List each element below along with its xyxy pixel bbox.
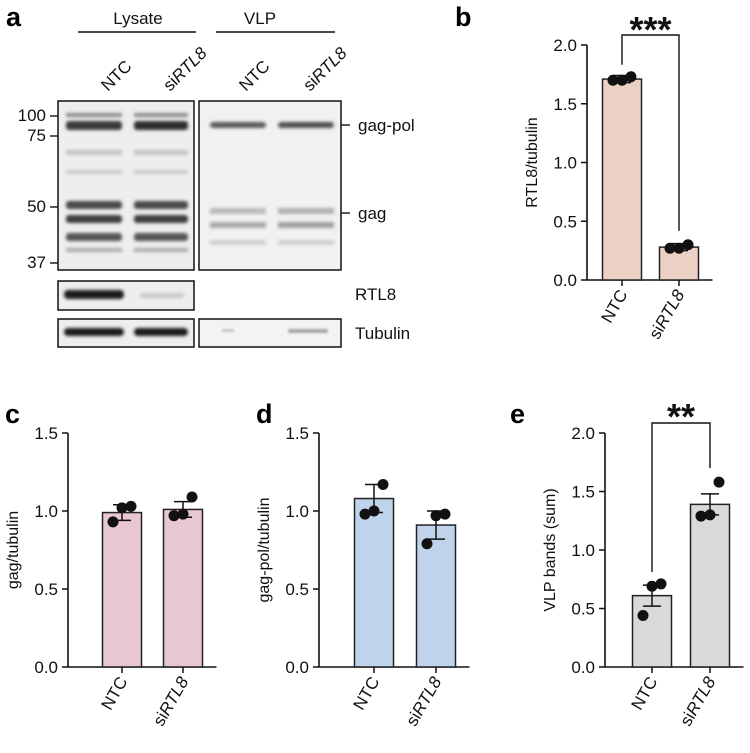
y-tick-label: 2.0 [571, 424, 595, 443]
lane-label-3: NTC [235, 57, 273, 95]
chart-panel-b: 0.0 0.5 1.0 1.5 2.0 RTL8/tubulin NTC siRTL8 *** [524, 9, 713, 342]
band-label-tubulin: Tubulin [355, 324, 410, 343]
y-tick-label: 2.0 [553, 36, 577, 55]
y-tick-label: 0.5 [285, 580, 309, 599]
y-tick-label: 1.5 [285, 424, 309, 443]
marker-100: 100 [18, 106, 46, 125]
data-point [646, 580, 658, 592]
y-tick-label: 0.0 [553, 271, 577, 290]
data-point [168, 510, 180, 522]
band-labels: gag-pol gag RTL8 Tubulin [341, 116, 415, 343]
blot-lysate-main [57, 100, 195, 271]
y-tick-label: 1.5 [34, 424, 58, 443]
lane-label-1: NTC [97, 57, 135, 95]
y-tick-label: 0.5 [571, 600, 595, 619]
y-tick-label: 1.5 [571, 483, 595, 502]
band-label-gag-pol: gag-pol [358, 116, 415, 135]
y-axis-title: VLP bands (sum) [542, 488, 559, 611]
data-point [673, 242, 685, 254]
y-tick-label: 1.5 [553, 95, 577, 114]
blot-vlp-main [198, 100, 342, 271]
data-point [695, 510, 707, 522]
chart-panel-c: 0.0 0.5 1.0 1.5 gag/tubulin NTC siRTL8 [5, 424, 217, 729]
panel-letter-a: a [6, 2, 22, 32]
y-tick-label: 0.5 [553, 212, 577, 231]
data-point [368, 505, 380, 517]
y-axis-title: gag/tubulin [5, 511, 22, 589]
marker-37: 37 [27, 253, 46, 272]
data-point [125, 500, 137, 512]
y-tick-label: 1.0 [285, 502, 309, 521]
band-label-rtl8: RTL8 [355, 285, 396, 304]
data-point [359, 508, 371, 520]
y-tick-label: 0.5 [34, 580, 58, 599]
data-point [655, 578, 667, 590]
y-tick-label: 0.0 [571, 658, 595, 677]
x-tick-label: NTC [98, 674, 132, 714]
x-tick-label: NTC [350, 674, 384, 714]
band-label-gag: gag [358, 204, 386, 223]
marker-75: 75 [27, 126, 46, 145]
data-point [682, 239, 694, 251]
x-tick-label: siRTL8 [149, 673, 192, 729]
chart-panel-e: 0.0 0.5 1.0 1.5 2.0 VLP bands (sum) NTC siRTL8 *… [542, 396, 744, 729]
bar [101, 511, 143, 668]
lane-label-4: siRTL8 [299, 43, 351, 95]
data-point [664, 242, 676, 254]
blot-header: Lysate VLP NTC siRTL8 NTC siRTL8 [78, 9, 351, 95]
data-point [713, 476, 725, 488]
bar [601, 78, 643, 281]
data-point [377, 478, 389, 490]
y-tick-label: 0.0 [34, 658, 58, 677]
data-point [439, 508, 451, 520]
significance-bracket [651, 422, 711, 572]
data-point [704, 509, 716, 521]
y-tick-label: 1.0 [34, 502, 58, 521]
bar [415, 524, 457, 668]
data-point [177, 508, 189, 520]
data-point [616, 74, 628, 86]
bar [631, 594, 673, 668]
panel-letter-e: e [510, 399, 525, 429]
lane-label-2: siRTL8 [159, 43, 211, 95]
panel-letter-d: d [256, 399, 273, 429]
y-axis-title: RTL8/tubulin [524, 117, 541, 207]
x-tick-label: NTC [598, 287, 632, 327]
data-point [421, 538, 433, 550]
bar [162, 508, 204, 668]
y-tick-label: 0.0 [285, 658, 309, 677]
data-point [116, 502, 128, 514]
group-label-vlp: VLP [244, 9, 276, 28]
panel-letter-b: b [455, 2, 472, 32]
group-label-lysate: Lysate [113, 9, 162, 28]
y-tick-label: 1.0 [571, 541, 595, 560]
data-point [625, 71, 637, 83]
y-tick-label: 1.0 [553, 154, 577, 173]
bar [689, 503, 731, 668]
x-tick-label: siRTL8 [676, 673, 719, 729]
data-point [637, 610, 649, 622]
data-point [186, 491, 198, 503]
marker-50: 50 [27, 197, 46, 216]
data-point [107, 516, 119, 528]
y-axis-title: gag-pol/tubulin [256, 498, 273, 603]
chart-panel-d: 0.0 0.5 1.0 1.5 gag-pol/tubulin NTC siRTL8 [256, 424, 470, 729]
x-tick-label: siRTL8 [402, 673, 445, 729]
significance-bracket [621, 34, 680, 231]
bar [353, 497, 395, 668]
data-point [607, 74, 619, 86]
significance-label: *** [629, 9, 671, 50]
blot-rtl8 [57, 280, 195, 311]
x-tick-label: NTC [628, 674, 662, 714]
data-point [430, 510, 442, 522]
panel-letter-c: c [5, 399, 20, 429]
blot-tubulin [57, 318, 342, 348]
significance-label: ** [667, 396, 695, 437]
x-tick-label: siRTL8 [645, 286, 688, 342]
size-markers: 100 75 50 37 [18, 106, 58, 272]
